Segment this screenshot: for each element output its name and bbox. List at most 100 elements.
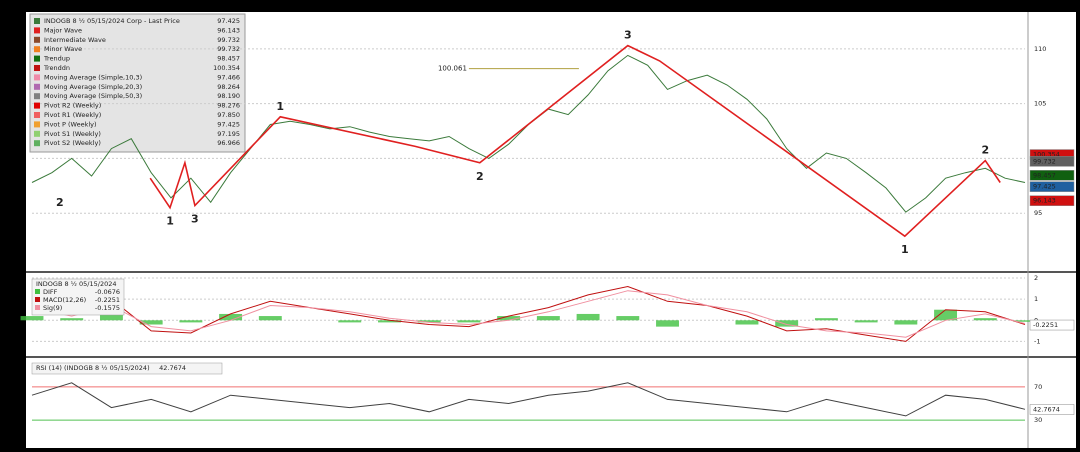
price-tag: [1029, 156, 1075, 167]
legend-swatch: [34, 18, 40, 24]
histogram-bar: [139, 320, 163, 325]
histogram-bar: [457, 320, 481, 323]
legend-value: -0.2251: [95, 296, 120, 304]
series-line: [31, 382, 1026, 417]
histogram-bar: [338, 320, 362, 323]
legend-label: Pivot R2 (Weekly): [44, 102, 101, 110]
legend-swatch: [34, 46, 40, 53]
price-tag-label: -0.2251: [1033, 321, 1058, 329]
price-tag: [1029, 195, 1075, 206]
y-tick-label: 70: [1034, 383, 1042, 391]
histogram-bar: [894, 320, 918, 325]
panel-title: INDOGB 8 ½ 05/15/2024: [36, 280, 117, 288]
legend-box: [31, 362, 223, 375]
histogram-bar: [219, 313, 243, 321]
price-tag: [1029, 170, 1075, 181]
legend-label: Pivot P (Weekly): [44, 120, 97, 128]
legend-value: 97.195: [217, 130, 240, 138]
histogram-bar: [775, 320, 799, 327]
wave-label: 3: [624, 29, 632, 42]
legend-swatch: [34, 140, 40, 147]
legend-swatch: [35, 297, 40, 302]
legend-label: Trenddn: [43, 64, 70, 72]
y-tick-label: 30: [1034, 416, 1042, 424]
histogram-bar: [576, 313, 600, 321]
legend-swatch: [35, 289, 40, 294]
histogram-bar: [814, 318, 838, 321]
legend-value: 96.966: [217, 139, 240, 147]
legend-value: 98.190: [217, 92, 240, 100]
histogram-bar: [179, 320, 203, 323]
histogram-bar: [735, 320, 759, 325]
legend-label: Trendup: [43, 55, 70, 63]
wave-label: 3: [191, 213, 199, 226]
histogram-bar: [60, 318, 84, 321]
legend-swatch: [34, 112, 40, 118]
legend-swatch: [34, 83, 40, 90]
legend-label: Pivot S2 (Weekly): [44, 139, 101, 147]
legend-box: [31, 278, 125, 316]
price-tag-label: 97.425: [1033, 183, 1056, 191]
legend-swatch: [34, 121, 40, 128]
legend-swatch: [35, 305, 40, 310]
y-tick-label: -1: [1034, 337, 1040, 345]
histogram-bar: [536, 316, 560, 321]
price-tag-label: 99.732: [1033, 157, 1056, 165]
legend-label: Major Wave: [44, 26, 82, 34]
wave-label: 1: [901, 243, 909, 256]
legend-swatch: [34, 102, 40, 109]
legend-swatch: [34, 74, 40, 81]
histogram-bar: [934, 309, 958, 321]
wave-label: 2: [981, 144, 989, 157]
legend-value: 97.425: [217, 120, 240, 128]
legend-value: 96.143: [217, 26, 240, 34]
price-tag-label: 96.143: [1033, 197, 1056, 205]
legend-label: Moving Average (Simple,50,3): [44, 92, 142, 100]
legend-label: Pivot R1 (Weekly): [44, 111, 101, 119]
wave-label: 1: [276, 100, 284, 113]
legend-label: Minor Wave: [44, 45, 82, 53]
legend-label: Moving Average (Simple,20,3): [44, 83, 142, 91]
legend-label: Intermediate Wave: [44, 36, 106, 44]
legend-swatch: [34, 55, 40, 62]
wave-label: 2: [476, 170, 484, 183]
histogram-bar: [616, 316, 640, 321]
price-tag: [1029, 181, 1075, 192]
price-tag-label: 42.7674: [1033, 406, 1060, 414]
price-tag-label: 98.457: [1033, 171, 1056, 179]
legend-label: Sig(9): [43, 304, 62, 312]
series-line: [31, 285, 1026, 342]
legend-box: [29, 13, 246, 153]
histogram-bar: [417, 320, 441, 323]
legend-value: -0.1575: [95, 304, 120, 312]
legend-swatch: [34, 65, 40, 71]
legend-value: 98.276: [217, 102, 240, 110]
legend-label: MACD(12,26): [43, 296, 86, 304]
legend-value: 97.850: [217, 111, 240, 119]
legend-value: 99.732: [217, 45, 240, 53]
panel-title-value: 42.7674: [159, 364, 186, 372]
y-tick-label: 1: [1034, 295, 1038, 303]
legend-label: Moving Average (Simple,10,3): [44, 73, 142, 81]
annotation: 100.061: [438, 65, 467, 73]
histogram-bar: [1013, 320, 1037, 322]
histogram-bar: [378, 320, 401, 323]
legend-swatch: [34, 27, 40, 34]
histogram-bar: [258, 316, 282, 321]
series-line: [31, 290, 1026, 338]
legend-value: 97.425: [217, 17, 240, 25]
y-tick-label: 95: [1034, 209, 1042, 217]
legend-value: 98.457: [217, 55, 240, 63]
price-tag-label: 100.354: [1033, 151, 1060, 159]
legend-value: 97.466: [217, 73, 240, 81]
histogram-bar: [973, 318, 997, 321]
histogram-bar: [497, 316, 521, 321]
legend-value: 98.264: [217, 83, 240, 91]
legend-label: Pivot S1 (Weekly): [44, 130, 101, 138]
legend-swatch: [34, 93, 40, 100]
legend-label: INDOGB 8 ½ 05/15/2024 Corp - Last Price: [44, 17, 180, 25]
wave-label: 1: [166, 215, 174, 228]
legend-value: -0.0676: [95, 288, 120, 296]
panel-title: RSI (14) (INDOGB 8 ½ 05/15/2024): [36, 364, 150, 372]
